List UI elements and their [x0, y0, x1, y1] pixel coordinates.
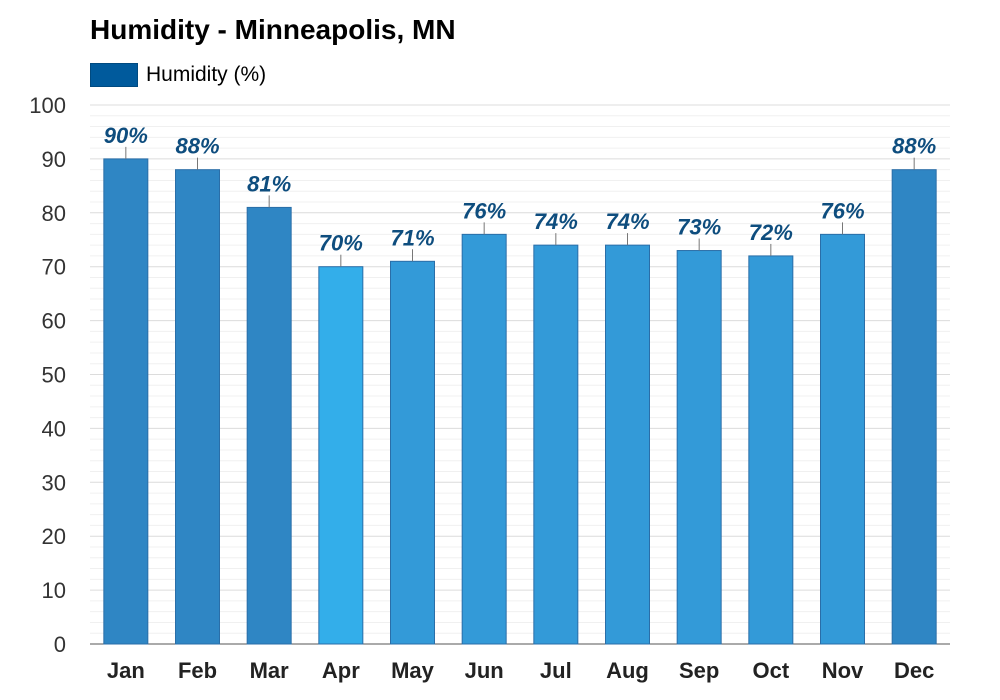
data-label: 76% — [462, 198, 506, 223]
bar-aug — [605, 244, 650, 645]
x-tick-label: Jul — [540, 658, 572, 683]
x-tick-label: Apr — [322, 658, 360, 683]
y-tick-label: 10 — [42, 578, 66, 603]
data-label: 88% — [175, 134, 219, 159]
y-tick-label: 50 — [42, 363, 66, 388]
bar-dec — [891, 169, 937, 645]
x-tick-label: Mar — [250, 658, 290, 683]
data-label: 88% — [892, 134, 936, 159]
x-tick-label: Oct — [752, 658, 789, 683]
data-label: 70% — [319, 231, 363, 256]
x-tick-label: Sep — [679, 658, 719, 683]
bar-mar — [246, 206, 292, 645]
y-tick-label: 70 — [42, 255, 66, 280]
bar-oct — [748, 255, 794, 645]
x-tick-label: Nov — [822, 658, 864, 683]
bar-sep — [676, 250, 722, 645]
y-tick-label: 80 — [42, 201, 66, 226]
x-tick-label: Aug — [606, 658, 649, 683]
data-label: 76% — [820, 198, 864, 223]
bar-may — [390, 260, 435, 645]
x-tick-label: May — [391, 658, 435, 683]
data-label: 90% — [104, 123, 148, 148]
data-label: 73% — [677, 215, 721, 240]
y-tick-label: 20 — [42, 524, 66, 549]
x-tick-label: Dec — [894, 658, 934, 683]
bar-nov — [820, 233, 865, 645]
x-tick-label: Feb — [178, 658, 217, 683]
bar-apr — [318, 266, 364, 645]
data-label: 72% — [749, 220, 793, 245]
x-tick-label: Jun — [465, 658, 504, 683]
legend-label: Humidity (%) — [146, 63, 267, 86]
y-tick-label: 0 — [54, 632, 66, 657]
y-tick-label: 90 — [42, 147, 66, 172]
y-tick-label: 60 — [42, 309, 66, 334]
data-label: 74% — [534, 209, 578, 234]
bar-jul — [533, 244, 579, 645]
chart-title: Humidity - Minneapolis, MN — [90, 14, 456, 45]
bar-feb — [175, 169, 220, 645]
legend: Humidity (%) — [90, 62, 266, 88]
y-tick-label: 40 — [42, 416, 66, 441]
bar-jan — [103, 158, 149, 645]
data-label: 81% — [247, 171, 291, 196]
y-tick-label: 100 — [29, 93, 66, 118]
legend-swatch — [90, 63, 138, 87]
data-label: 71% — [390, 225, 434, 250]
bar-jun — [461, 233, 507, 645]
x-tick-label: Jan — [107, 658, 145, 683]
y-tick-label: 30 — [42, 470, 66, 495]
data-label: 74% — [605, 209, 649, 234]
